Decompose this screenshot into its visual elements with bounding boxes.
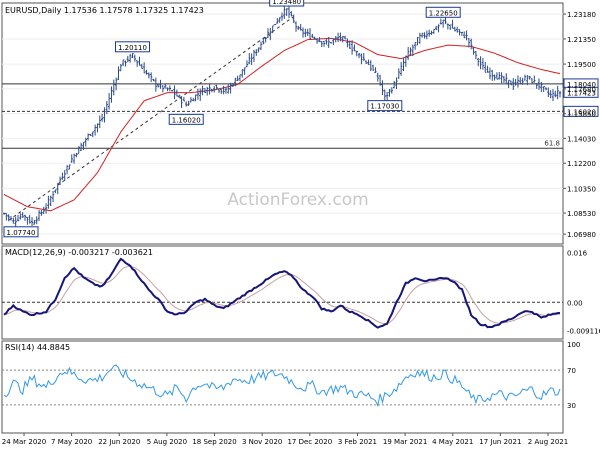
x-tick-label: 3 Nov 2020 (242, 438, 282, 446)
swing-annotation-box (269, 0, 305, 7)
macd-tick-label: -0.009116 (567, 328, 600, 336)
x-tick-label: 7 May 2020 (51, 438, 92, 446)
x-tick-label: 5 Aug 2020 (147, 438, 187, 446)
macd-panel-frame (1, 245, 564, 340)
swing-annotation-label: 1.20110 (118, 44, 147, 52)
swing-annotation-box (425, 6, 461, 18)
macd-panel-title: MACD(12,26,9) -0.003217 -0.003621 (5, 248, 153, 257)
price-tick-label: 1.14030 (567, 135, 596, 143)
swing-annotation-box (367, 100, 403, 112)
trend-line (8, 16, 294, 221)
swing-annotation-label: 1.07740 (7, 229, 36, 237)
rsi-tick-label: 30 (567, 402, 576, 410)
rsi-line (3, 364, 561, 408)
price-level-label: 1.16020 (567, 108, 596, 116)
price-tick-label: 1.15850 (567, 111, 596, 119)
macd-line (3, 257, 561, 329)
watermark: ActionForex.com (227, 190, 368, 210)
x-tick-label: 4 May 2021 (432, 438, 473, 446)
current-price-box (563, 86, 599, 98)
macd-signal-line (3, 265, 561, 325)
swing-annotation-label: 1.16020 (172, 116, 201, 124)
price-tick-label: 1.23180 (567, 11, 596, 19)
price-tick-label: 1.17680 (567, 86, 596, 94)
x-tick-label: 2 Aug 2021 (528, 438, 568, 446)
swing-annotation-box (168, 113, 204, 125)
macd-tick-label: 0.016 (567, 250, 588, 258)
x-tick-label: 17 Dec 2020 (287, 438, 332, 446)
x-tick-label: 19 Mar 2021 (383, 438, 427, 446)
rsi-panel-title: RSI(14) 44.8845 (5, 343, 70, 352)
price-panel: ActionForex.com 1.18040 1.16020 61.8 1.1742… (1, 0, 599, 245)
price-tick-label: 1.06980 (567, 231, 596, 239)
swing-annotation-label: 1.17030 (370, 103, 399, 111)
x-tick-label: 22 Jun 2020 (98, 438, 140, 446)
price-tick-label: 1.19500 (567, 61, 596, 69)
swing-annotation-box (3, 226, 39, 238)
x-tick-label: 3 Feb 2021 (338, 438, 377, 446)
x-tick-label: 17 Jun 2021 (479, 438, 521, 446)
price-level-label: 1.18040 (567, 81, 596, 89)
price-tick-label: 1.10350 (567, 185, 596, 193)
swing-annotation-label: 1.22650 (429, 9, 458, 17)
price-level-box (563, 105, 599, 117)
price-tick-label: 1.12200 (567, 160, 596, 168)
price-panel-frame (1, 2, 564, 245)
fib-level-label: 61.8 (544, 139, 560, 147)
price-tick-label: 1.08530 (567, 210, 596, 218)
moving-average-line (3, 37, 561, 212)
swing-annotation-box (114, 41, 150, 53)
macd-tick-label: 0.00 (567, 299, 583, 307)
swing-annotation-label: 1.23480 (272, 0, 301, 6)
macd-panel: 0.016 0.00 -0.009116 MACD(12,26,9) -0.0032… (1, 245, 600, 340)
rsi-tick-label: 100 (567, 341, 580, 349)
rsi-panel-frame (1, 340, 564, 434)
rsi-panel: 100 70 30 RSI(14) 44.8845 (1, 340, 580, 434)
x-tick-label: 24 Mar 2020 (2, 438, 46, 446)
price-panel-title: EURUSD,Daily 1.17536 1.17578 1.17325 1.1… (5, 6, 204, 15)
price-tick-label: 1.21350 (567, 36, 596, 44)
rsi-tick-label: 70 (567, 367, 576, 375)
x-tick-label: 18 Sep 2020 (192, 438, 236, 446)
current-price-label: 1.17423 (567, 89, 596, 97)
